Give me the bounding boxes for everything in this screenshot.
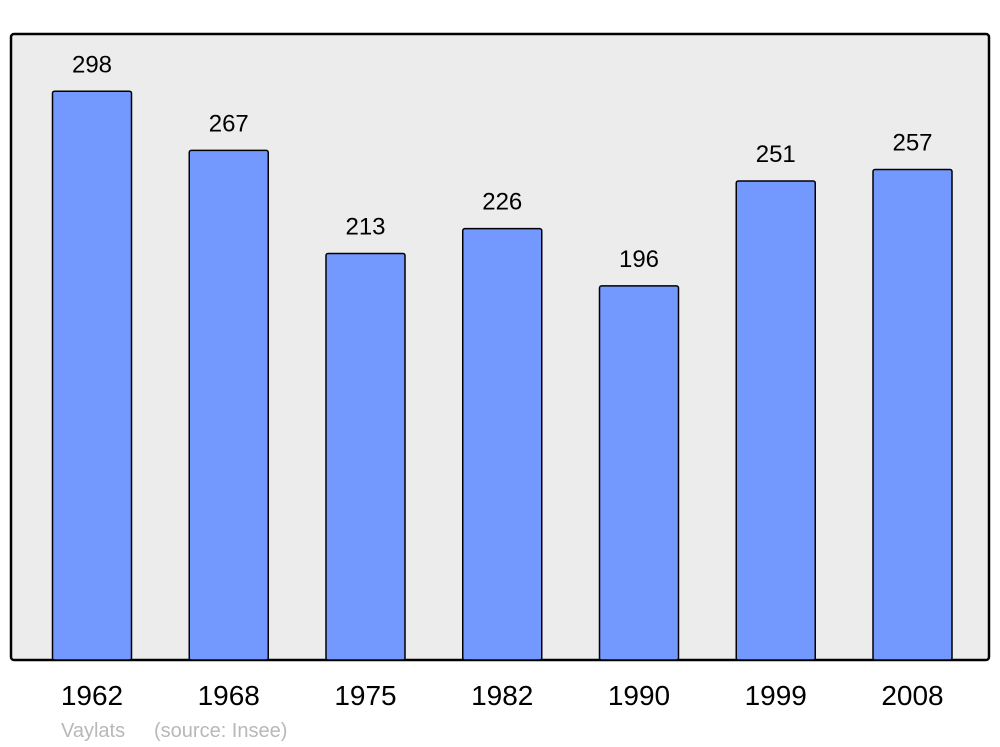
bar-2008 xyxy=(872,168,953,661)
bar-1999 xyxy=(735,180,816,661)
data-label-1968: 267 xyxy=(209,110,249,137)
data-label-2008: 257 xyxy=(892,130,932,157)
bar-1975 xyxy=(325,252,406,661)
x-tick-label-1968: 1968 xyxy=(198,680,260,711)
x-tick-label-2008: 2008 xyxy=(881,680,943,711)
data-label-1990: 196 xyxy=(619,246,659,273)
x-tick-label-1975: 1975 xyxy=(334,680,396,711)
data-label-1999: 251 xyxy=(756,141,796,168)
x-tick-label-1999: 1999 xyxy=(745,680,807,711)
footer-source: (source: Insee) xyxy=(154,720,287,742)
bar-1962 xyxy=(51,90,133,661)
bar-1990 xyxy=(598,285,680,661)
x-tick-label-1962: 1962 xyxy=(61,680,123,711)
bar-1982 xyxy=(462,227,543,661)
data-label-1975: 213 xyxy=(345,213,385,240)
x-tick-label-1990: 1990 xyxy=(608,680,670,711)
data-label-1962: 298 xyxy=(72,51,112,78)
footer-place: Vaylats xyxy=(61,720,125,742)
x-tick-label-1982: 1982 xyxy=(471,680,533,711)
bar-1968 xyxy=(188,149,269,661)
data-label-1982: 226 xyxy=(482,189,522,216)
